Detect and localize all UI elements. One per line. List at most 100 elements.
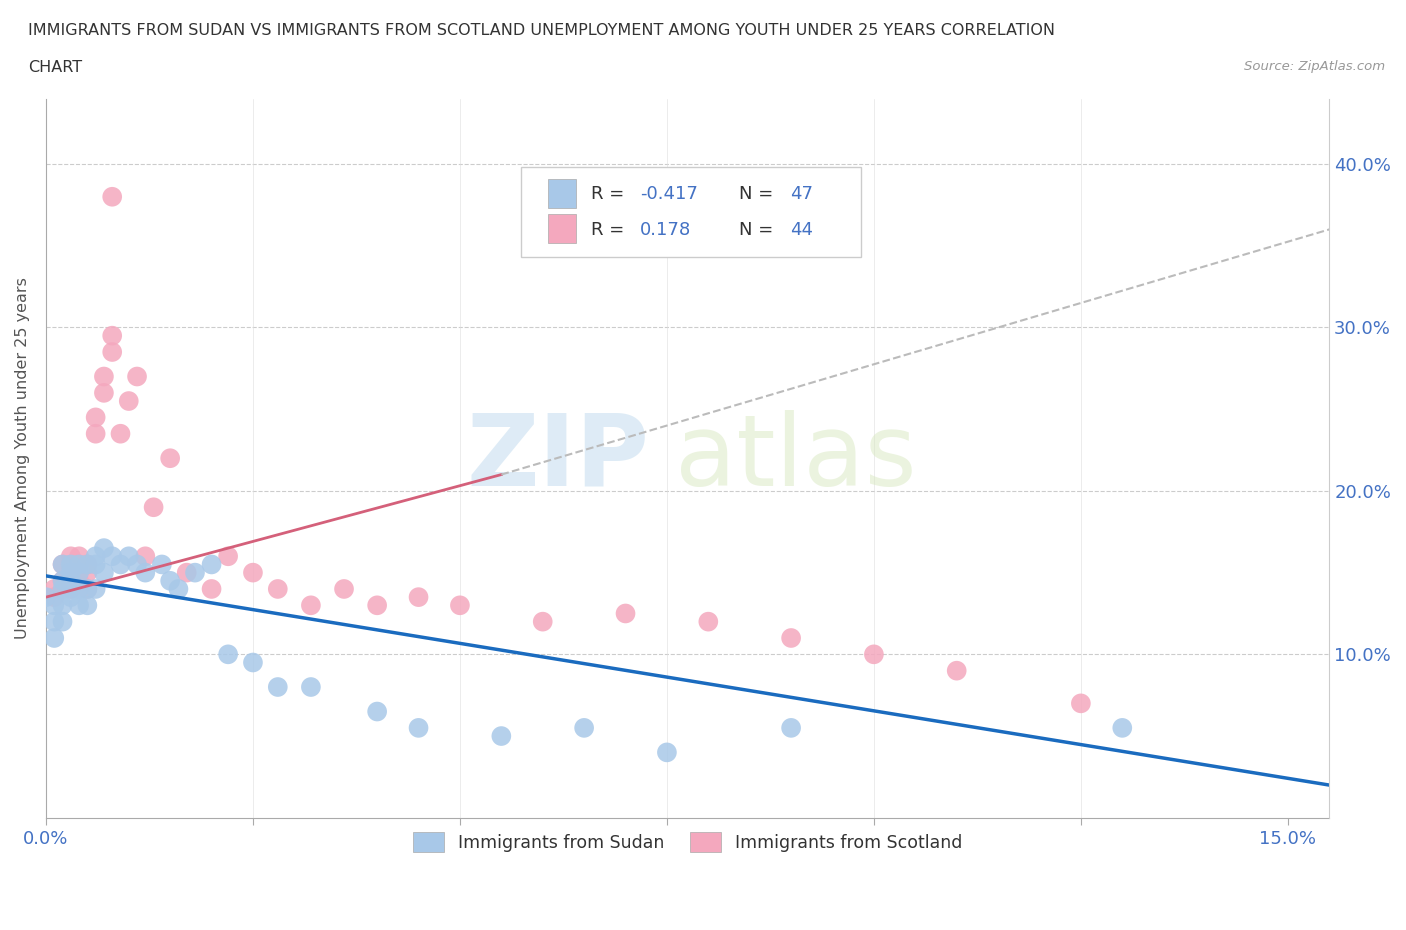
Point bbox=[67, 549, 90, 564]
FancyBboxPatch shape bbox=[548, 179, 576, 208]
Point bbox=[59, 549, 82, 564]
Point bbox=[366, 598, 388, 613]
Point bbox=[51, 574, 73, 589]
Point bbox=[59, 590, 82, 604]
Point bbox=[110, 426, 132, 441]
Point bbox=[76, 557, 98, 572]
Point bbox=[67, 557, 90, 572]
Point bbox=[118, 393, 141, 408]
Text: 0.178: 0.178 bbox=[640, 220, 692, 239]
Text: CHART: CHART bbox=[28, 60, 82, 75]
Point bbox=[267, 581, 290, 596]
Point bbox=[531, 614, 554, 629]
Point bbox=[76, 581, 98, 596]
Point bbox=[267, 680, 290, 695]
Point bbox=[366, 704, 388, 719]
Point bbox=[780, 721, 803, 736]
Y-axis label: Unemployment Among Youth under 25 years: Unemployment Among Youth under 25 years bbox=[15, 277, 30, 639]
Point bbox=[159, 574, 181, 589]
Point bbox=[242, 565, 264, 580]
Point bbox=[184, 565, 207, 580]
Point bbox=[44, 598, 66, 613]
FancyBboxPatch shape bbox=[520, 167, 860, 257]
Point bbox=[655, 745, 678, 760]
Point bbox=[863, 647, 886, 662]
Point bbox=[101, 344, 124, 359]
Point bbox=[159, 451, 181, 466]
Point bbox=[59, 557, 82, 572]
Point bbox=[101, 328, 124, 343]
Point bbox=[614, 606, 637, 621]
Point bbox=[333, 581, 356, 596]
Point bbox=[51, 614, 73, 629]
Point bbox=[59, 581, 82, 596]
FancyBboxPatch shape bbox=[548, 214, 576, 243]
Point bbox=[572, 721, 595, 736]
Point bbox=[51, 581, 73, 596]
Point bbox=[242, 655, 264, 670]
Point bbox=[44, 614, 66, 629]
Point bbox=[217, 549, 239, 564]
Point bbox=[200, 581, 222, 596]
Point bbox=[93, 385, 115, 400]
Point bbox=[67, 557, 90, 572]
Text: N =: N = bbox=[740, 185, 779, 203]
Point bbox=[408, 721, 430, 736]
Point bbox=[76, 557, 98, 572]
Point bbox=[110, 557, 132, 572]
Point bbox=[59, 574, 82, 589]
Point bbox=[101, 549, 124, 564]
Point bbox=[76, 565, 98, 580]
Point bbox=[125, 557, 148, 572]
Point bbox=[84, 557, 107, 572]
Point bbox=[134, 565, 156, 580]
Point bbox=[176, 565, 198, 580]
Point bbox=[200, 557, 222, 572]
Point bbox=[134, 549, 156, 564]
Point bbox=[44, 631, 66, 645]
Point bbox=[299, 598, 322, 613]
Point bbox=[59, 557, 82, 572]
Point bbox=[84, 426, 107, 441]
Text: 44: 44 bbox=[790, 220, 813, 239]
Text: Source: ZipAtlas.com: Source: ZipAtlas.com bbox=[1244, 60, 1385, 73]
Point bbox=[51, 598, 73, 613]
Point bbox=[780, 631, 803, 645]
Point bbox=[101, 190, 124, 205]
Point bbox=[51, 574, 73, 589]
Point bbox=[118, 549, 141, 564]
Point bbox=[67, 574, 90, 589]
Point bbox=[84, 549, 107, 564]
Point bbox=[125, 369, 148, 384]
Point bbox=[51, 557, 73, 572]
Point bbox=[67, 581, 90, 596]
Text: N =: N = bbox=[740, 220, 779, 239]
Text: atlas: atlas bbox=[675, 410, 917, 507]
Point bbox=[408, 590, 430, 604]
Point bbox=[93, 540, 115, 555]
Point bbox=[84, 410, 107, 425]
Text: R =: R = bbox=[592, 220, 630, 239]
Point bbox=[93, 565, 115, 580]
Point bbox=[1070, 696, 1092, 711]
Point bbox=[76, 598, 98, 613]
Point bbox=[217, 647, 239, 662]
Point bbox=[142, 499, 165, 514]
Point bbox=[67, 598, 90, 613]
Text: IMMIGRANTS FROM SUDAN VS IMMIGRANTS FROM SCOTLAND UNEMPLOYMENT AMONG YOUTH UNDER: IMMIGRANTS FROM SUDAN VS IMMIGRANTS FROM… bbox=[28, 23, 1054, 38]
Point bbox=[59, 574, 82, 589]
Point bbox=[59, 565, 82, 580]
Point bbox=[299, 680, 322, 695]
Point bbox=[1111, 721, 1133, 736]
Point bbox=[35, 590, 58, 604]
Text: R =: R = bbox=[592, 185, 630, 203]
Text: 47: 47 bbox=[790, 185, 813, 203]
Point bbox=[44, 581, 66, 596]
Point bbox=[84, 581, 107, 596]
Text: -0.417: -0.417 bbox=[640, 185, 697, 203]
Point bbox=[44, 590, 66, 604]
Point bbox=[93, 369, 115, 384]
Point bbox=[150, 557, 173, 572]
Point bbox=[67, 565, 90, 580]
Legend: Immigrants from Sudan, Immigrants from Scotland: Immigrants from Sudan, Immigrants from S… bbox=[406, 826, 970, 859]
